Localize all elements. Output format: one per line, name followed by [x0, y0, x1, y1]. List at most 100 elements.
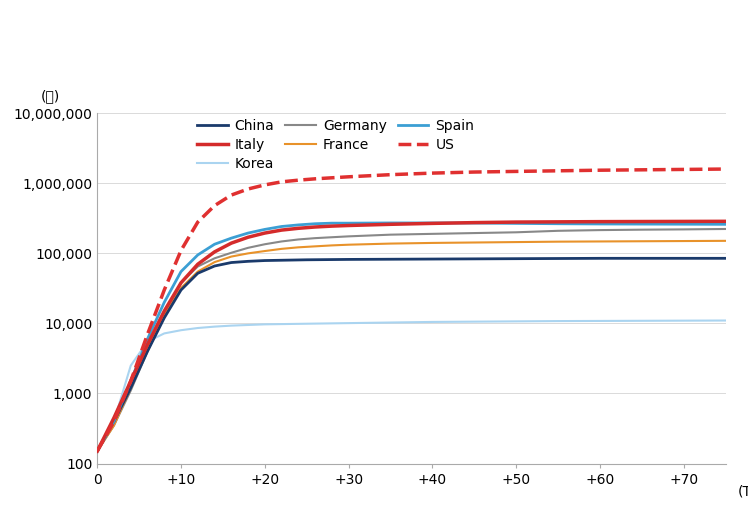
France: [277, 246, 286, 252]
France: [294, 244, 303, 250]
China: [160, 315, 169, 321]
Italy: [109, 415, 118, 421]
Germany: [595, 227, 604, 233]
Germany: [328, 234, 337, 241]
US: [679, 166, 688, 173]
France: [637, 238, 646, 244]
US: [721, 166, 730, 172]
China: [302, 256, 311, 263]
Spain: [344, 220, 353, 226]
Italy: [210, 249, 219, 255]
France: [109, 422, 118, 428]
China: [210, 263, 219, 269]
Spain: [512, 220, 521, 227]
Spain: [193, 252, 202, 258]
Line: Italy: Italy: [97, 221, 726, 451]
Germany: [277, 238, 286, 245]
Germany: [386, 232, 395, 238]
Spain: [177, 268, 186, 274]
Spain: [244, 230, 253, 236]
Spain: [721, 221, 730, 228]
Italy: [679, 218, 688, 225]
Germany: [193, 263, 202, 269]
Spain: [294, 222, 303, 228]
Line: US: US: [97, 169, 726, 451]
Italy: [93, 448, 102, 454]
US: [143, 331, 152, 337]
Korea: [470, 319, 479, 325]
US: [109, 418, 118, 424]
Korea: [227, 322, 236, 329]
China: [143, 348, 152, 354]
Germany: [344, 233, 353, 239]
China: [721, 255, 730, 262]
France: [227, 253, 236, 260]
Line: China: China: [97, 259, 726, 451]
Spain: [93, 448, 102, 454]
Germany: [512, 229, 521, 235]
Italy: [143, 341, 152, 348]
Spain: [227, 235, 236, 241]
Korea: [512, 318, 521, 324]
Spain: [277, 224, 286, 230]
Korea: [679, 318, 688, 324]
Spain: [637, 221, 646, 227]
US: [160, 287, 169, 293]
China: [428, 256, 437, 262]
Korea: [93, 448, 102, 454]
Italy: [470, 219, 479, 226]
US: [294, 177, 303, 183]
France: [126, 385, 135, 391]
France: [595, 238, 604, 245]
France: [244, 250, 253, 256]
Italy: [344, 222, 353, 229]
Text: (명): (명): [40, 89, 60, 103]
Italy: [260, 230, 269, 236]
Italy: [721, 218, 730, 225]
Italy: [277, 227, 286, 233]
Spain: [328, 220, 337, 226]
Spain: [595, 221, 604, 227]
France: [143, 345, 152, 351]
Legend: China, Italy, Korea, Germany, France, Spain, US: China, Italy, Korea, Germany, France, Sp…: [191, 113, 479, 176]
Spain: [143, 336, 152, 342]
US: [428, 170, 437, 176]
Spain: [126, 378, 135, 384]
China: [637, 255, 646, 262]
Italy: [512, 219, 521, 225]
Text: (T): (T): [738, 485, 748, 499]
China: [244, 258, 253, 264]
Italy: [294, 225, 303, 231]
Spain: [310, 220, 319, 227]
France: [193, 268, 202, 274]
Italy: [160, 308, 169, 314]
China: [512, 255, 521, 262]
France: [328, 243, 337, 249]
Germany: [143, 348, 152, 354]
US: [554, 168, 562, 174]
Korea: [302, 321, 311, 327]
US: [210, 202, 219, 209]
France: [160, 313, 169, 319]
US: [260, 182, 269, 188]
China: [554, 255, 562, 262]
US: [227, 192, 236, 198]
Spain: [260, 226, 269, 232]
France: [512, 239, 521, 245]
Italy: [227, 240, 236, 246]
Spain: [386, 220, 395, 226]
Germany: [679, 226, 688, 232]
Korea: [160, 330, 169, 336]
Germany: [227, 250, 236, 256]
Korea: [193, 325, 202, 331]
Italy: [328, 223, 337, 229]
China: [126, 385, 135, 391]
France: [344, 242, 353, 248]
Korea: [260, 321, 269, 328]
Korea: [210, 323, 219, 330]
China: [193, 270, 202, 277]
Spain: [470, 220, 479, 226]
Korea: [126, 363, 135, 369]
US: [328, 175, 337, 181]
Korea: [595, 318, 604, 324]
